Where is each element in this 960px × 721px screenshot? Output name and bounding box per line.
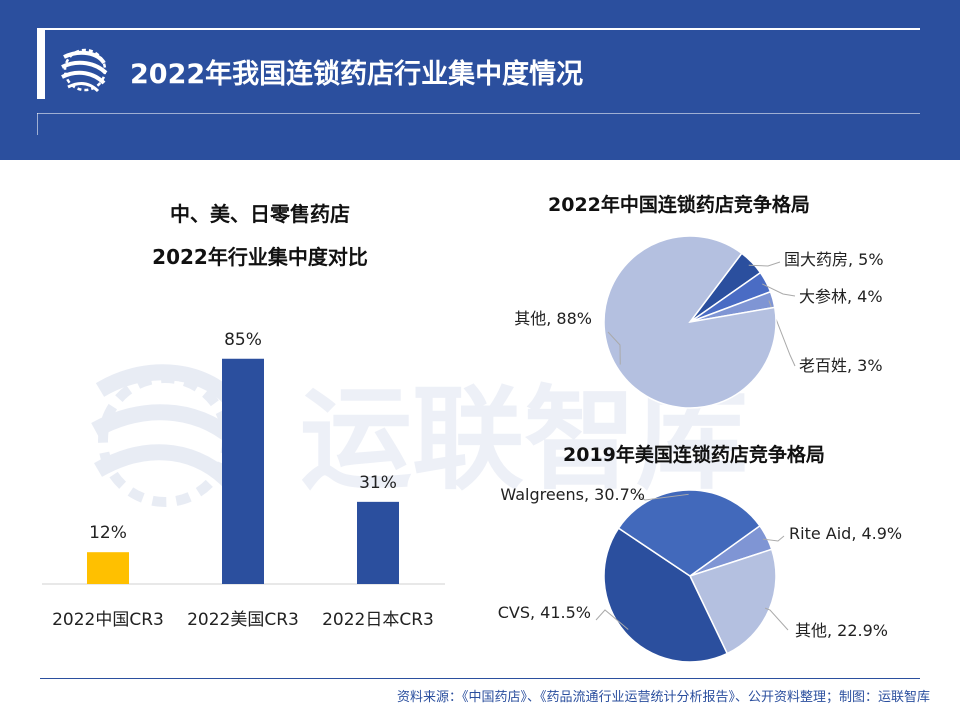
pie-us-leader-4 xyxy=(635,493,689,501)
bar-value-label-3: 31% xyxy=(359,473,397,493)
pie-china-leader-2 xyxy=(762,283,796,297)
pie-us-label-3: CVS, 41.5% xyxy=(498,603,591,622)
pie-china-leader-4 xyxy=(607,331,621,365)
footer-divider xyxy=(40,678,920,679)
pie-china-label-3: 老百姓, 3% xyxy=(799,356,883,375)
pie-us-label-2: 其他, 22.9% xyxy=(795,621,888,640)
pie-us-leader-2 xyxy=(764,607,789,631)
pie-us-label-4: Walgreens, 30.7% xyxy=(500,485,645,504)
bar-2 xyxy=(222,358,264,584)
bar-1 xyxy=(87,552,129,584)
bar-value-label-2: 85% xyxy=(224,330,262,350)
pie-china-label-1: 国大药房, 5% xyxy=(784,250,884,269)
pie-chart-china-title: 2022年中国连锁药店竞争格局 xyxy=(548,194,810,216)
bar-category-label-2: 2022美国CR3 xyxy=(187,610,299,630)
pie-china-label-4: 其他, 88% xyxy=(514,309,592,328)
pie-chart-us-title: 2019年美国连锁药店竞争格局 xyxy=(563,444,825,466)
frame-bracket-top xyxy=(37,28,920,30)
logo-icon xyxy=(61,48,108,93)
source-note: 资料来源：《中国药店》、《药品流通行业运营统计分析报告》、公开资料整理；制图：运… xyxy=(396,690,930,705)
bar-3 xyxy=(357,501,399,584)
pie-us-label-1: Rite Aid, 4.9% xyxy=(789,524,902,543)
pie-china-slice-4 xyxy=(603,235,777,409)
pie-us-slice-3 xyxy=(603,527,729,663)
header-divider xyxy=(37,113,920,114)
bar-chart-title-line2: 2022年行业集中度对比 xyxy=(152,245,368,269)
header-divider-tick xyxy=(37,113,38,135)
bar-value-label-1: 12% xyxy=(89,523,127,543)
frame-bracket-vertical xyxy=(37,28,45,99)
bar-category-label-3: 2022日本CR3 xyxy=(322,610,434,630)
pie-us-leader-3 xyxy=(595,609,629,630)
pie-us-slice-4 xyxy=(617,489,761,577)
page-title: 2022年我国连锁药店行业集中度情况 xyxy=(130,59,584,90)
pie-china-label-2: 大参林, 4% xyxy=(799,287,883,306)
header-banner: 2022年我国连锁药店行业集中度情况 xyxy=(0,0,960,160)
bar-category-label-1: 2022中国CR3 xyxy=(52,610,164,630)
bar-chart-title-line1: 中、美、日零售药店 xyxy=(170,202,350,226)
pie-us-leader-1 xyxy=(762,535,785,542)
pie-china-leader-1 xyxy=(748,261,781,267)
